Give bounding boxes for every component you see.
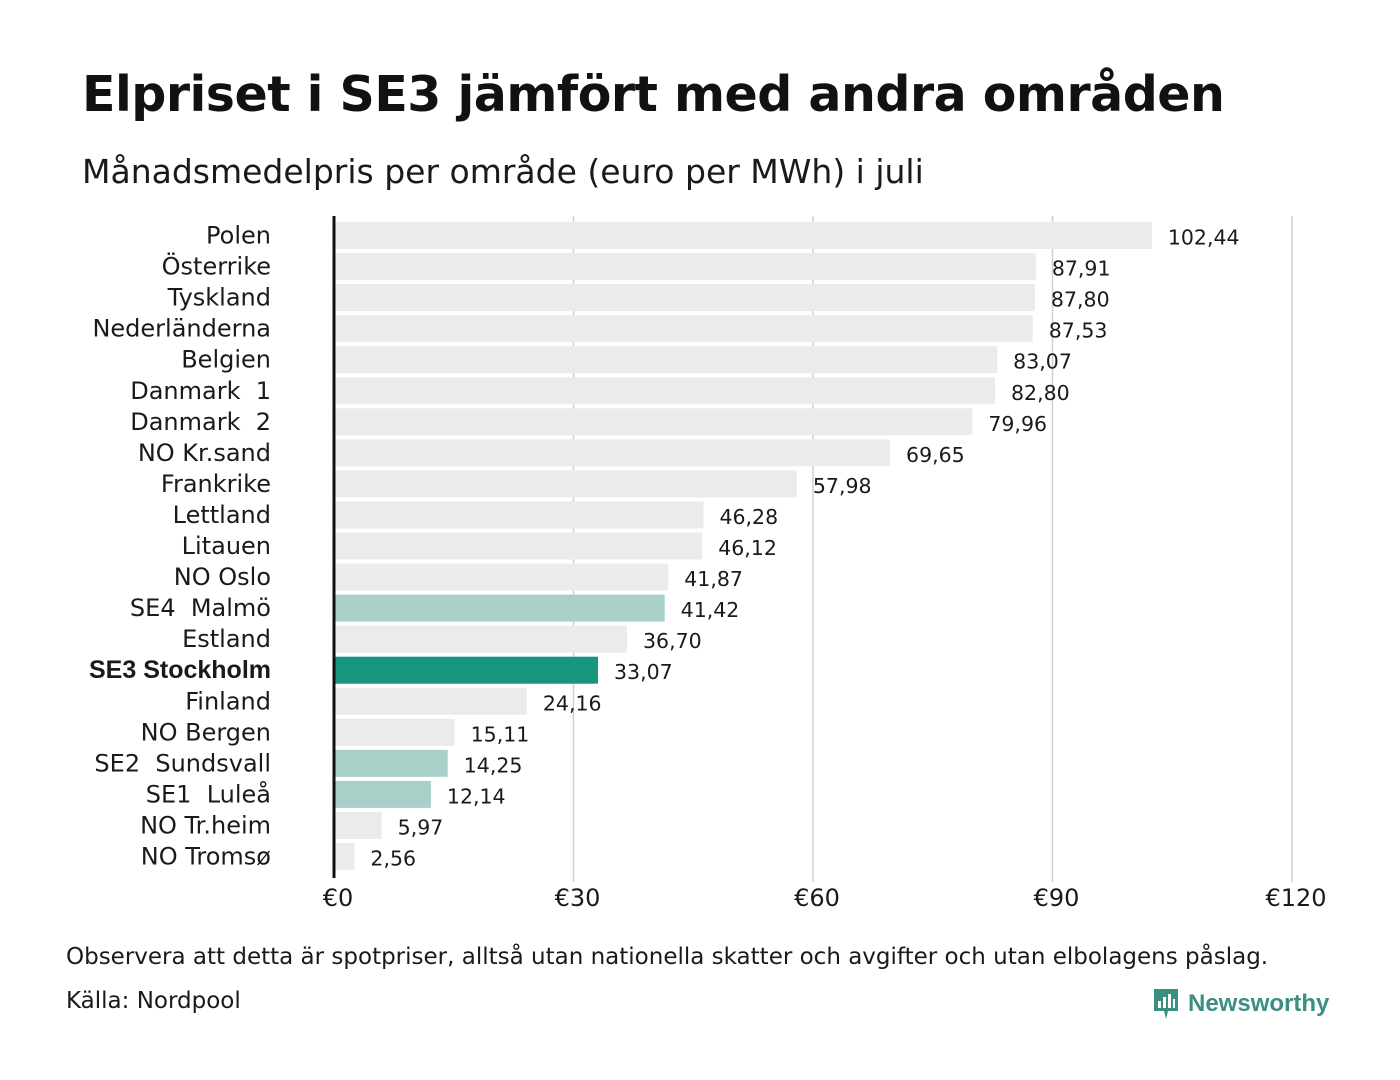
bar — [334, 222, 1152, 249]
value-label: 79,96 — [988, 412, 1047, 436]
footnote: Observera att detta är spotpriser, allts… — [66, 944, 1269, 970]
value-label: 15,11 — [471, 722, 530, 746]
value-label: 5,97 — [398, 815, 444, 839]
value-label: 83,07 — [1013, 350, 1072, 374]
x-tick-label: €120 — [1265, 884, 1326, 912]
bar — [334, 656, 599, 684]
bar — [334, 532, 703, 560]
category-label: NO Tromsø — [141, 843, 271, 871]
value-label: 36,70 — [643, 629, 702, 653]
source-label: Källa: Nordpool — [66, 988, 241, 1014]
chart-subtitle: Månadsmedelpris per område (euro per MWh… — [82, 152, 924, 191]
brand-name: Newsworthy — [1188, 990, 1330, 1017]
brand-logo[interactable]: Newsworthy — [1152, 986, 1329, 1022]
value-label: 69,65 — [906, 443, 965, 467]
value-label: 87,53 — [1049, 319, 1108, 343]
bar — [334, 563, 669, 591]
bar — [334, 625, 627, 653]
value-labels: 102,44 87,91 87,80 87,53 83,07 82,80 79,96 69,6… — [370, 226, 1239, 871]
bars — [334, 222, 1152, 870]
value-label: 33,07 — [614, 660, 673, 684]
bar — [334, 439, 891, 467]
value-label: 46,28 — [719, 505, 778, 529]
x-axis-ticks: €0 €30 €60 €90 €120 — [323, 884, 1327, 912]
bar — [334, 284, 1035, 312]
value-label: 41,87 — [684, 567, 743, 591]
value-label: 24,16 — [543, 691, 602, 715]
bar — [334, 687, 527, 715]
bar — [334, 718, 455, 746]
category-label: NO Bergen — [141, 718, 271, 746]
category-label: NO Oslo — [174, 563, 271, 591]
bar — [334, 315, 1033, 343]
category-label: Danmark 2 — [130, 408, 271, 436]
category-label: SE4 Malmö — [130, 594, 271, 622]
bar — [334, 843, 355, 870]
value-label: 87,80 — [1051, 288, 1110, 312]
value-label: 102,44 — [1168, 226, 1240, 250]
newsworthy-logo-icon — [1154, 989, 1178, 1019]
value-label: 12,14 — [447, 784, 506, 808]
category-label: Finland — [185, 687, 271, 715]
bar — [334, 377, 996, 405]
category-label: Danmark 1 — [130, 377, 271, 405]
value-label: 87,91 — [1052, 257, 1111, 281]
x-tick-label: €30 — [555, 884, 601, 912]
bar — [334, 811, 382, 839]
category-label: NO Kr.sand — [138, 439, 271, 467]
x-tick-label: €0 — [323, 884, 354, 912]
category-label: Litauen — [182, 532, 271, 560]
bar — [334, 594, 665, 622]
x-tick-label: €60 — [794, 884, 840, 912]
category-label: Lettland — [173, 501, 271, 529]
value-label: 82,80 — [1011, 381, 1070, 405]
category-label: SE2 Sundsvall — [94, 749, 271, 777]
category-label: SE3 Stockholm — [89, 656, 271, 684]
category-label: NO Tr.heim — [140, 811, 271, 839]
value-label: 41,42 — [681, 598, 740, 622]
bar — [334, 749, 448, 777]
bar — [334, 408, 973, 436]
category-label: Nederländerna — [92, 315, 271, 343]
chart-title: Elpriset i SE3 jämfört med andra områden — [82, 66, 1225, 123]
bar — [334, 346, 998, 374]
category-label: Belgien — [181, 346, 271, 374]
category-label: Polen — [206, 222, 271, 250]
value-label: 57,98 — [813, 474, 872, 498]
bar — [334, 253, 1036, 281]
bar — [334, 501, 704, 529]
category-label: Estland — [182, 625, 271, 653]
bar — [334, 470, 797, 498]
category-label: Frankrike — [161, 470, 271, 498]
category-label: Tyskland — [167, 284, 271, 312]
x-tick-label: €90 — [1034, 884, 1080, 912]
value-label: 2,56 — [370, 847, 416, 871]
category-label: SE1 Luleå — [146, 779, 271, 808]
category-label: Österrike — [162, 252, 271, 281]
value-label: 46,12 — [718, 536, 777, 560]
bar — [334, 780, 431, 808]
value-label: 14,25 — [464, 753, 523, 777]
